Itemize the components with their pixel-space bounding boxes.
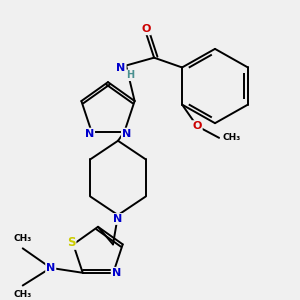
- Text: N: N: [46, 263, 55, 273]
- Text: O: O: [192, 121, 202, 131]
- Text: N: N: [112, 268, 121, 278]
- Text: CH₃: CH₃: [14, 290, 32, 299]
- Text: O: O: [141, 24, 151, 34]
- Text: CH₃: CH₃: [222, 133, 240, 142]
- Text: N: N: [85, 129, 94, 139]
- Text: N: N: [116, 63, 126, 74]
- Text: S: S: [67, 236, 76, 249]
- Text: N: N: [113, 214, 123, 224]
- Text: H: H: [126, 70, 134, 80]
- Text: N: N: [122, 129, 131, 139]
- Text: CH₃: CH₃: [14, 235, 32, 244]
